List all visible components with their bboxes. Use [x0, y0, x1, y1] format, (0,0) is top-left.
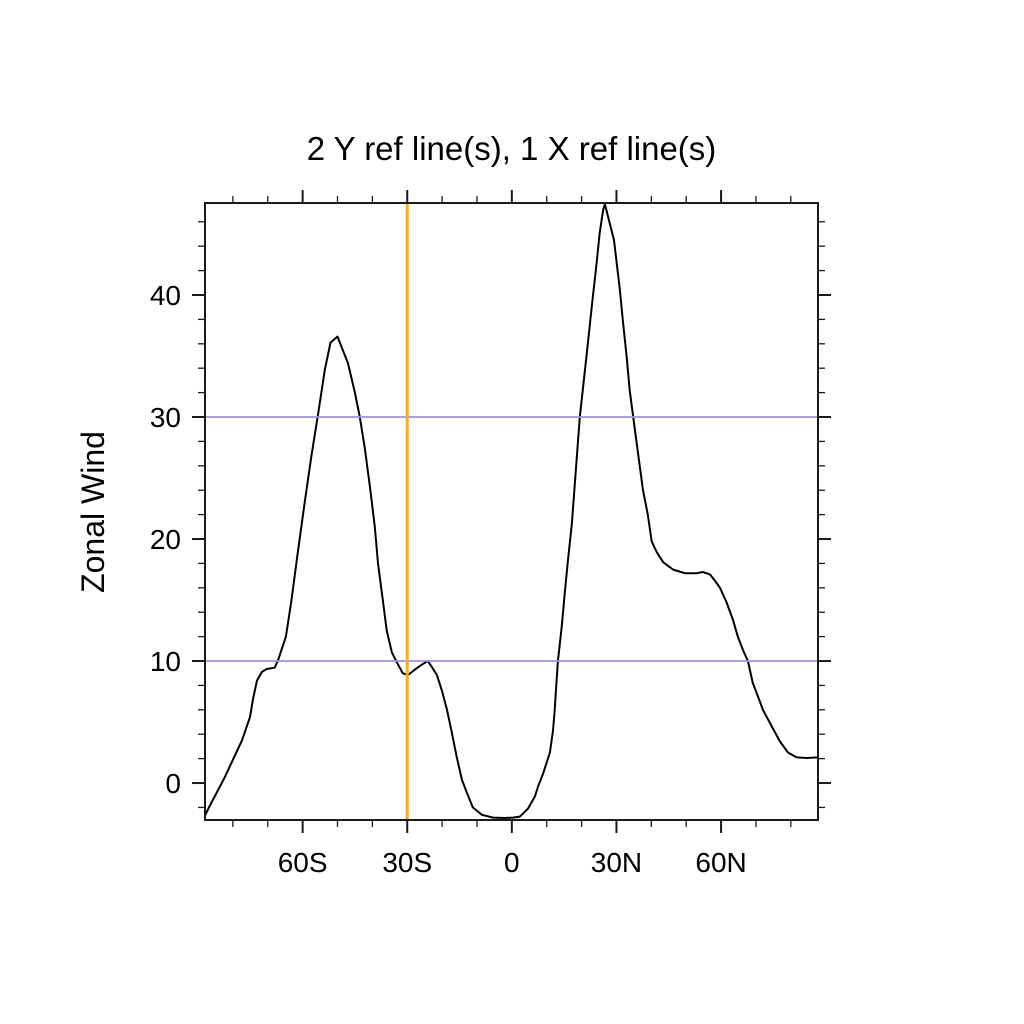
data-curve-zonal_wind: [204, 203, 819, 819]
y-axis-title: Zonal Wind: [75, 431, 111, 593]
plot-frame: [204, 202, 819, 821]
plot-title: 2 Y ref line(s), 1 X ref line(s): [307, 130, 717, 167]
x-tick-label-60N: 60N: [695, 847, 746, 878]
x-tick-label-30N: 30N: [591, 847, 642, 878]
x-tick-label-30S: 30S: [382, 847, 432, 878]
x-tick-label-60S: 60S: [278, 847, 328, 878]
y-tick-label-30: 30: [150, 402, 181, 433]
y-tick-label-10: 10: [150, 646, 181, 677]
x-tick-label-0: 0: [504, 847, 520, 878]
y-tick-label-20: 20: [150, 524, 181, 555]
y-tick-label-0: 0: [165, 768, 181, 799]
y-tick-label-40: 40: [150, 280, 181, 311]
